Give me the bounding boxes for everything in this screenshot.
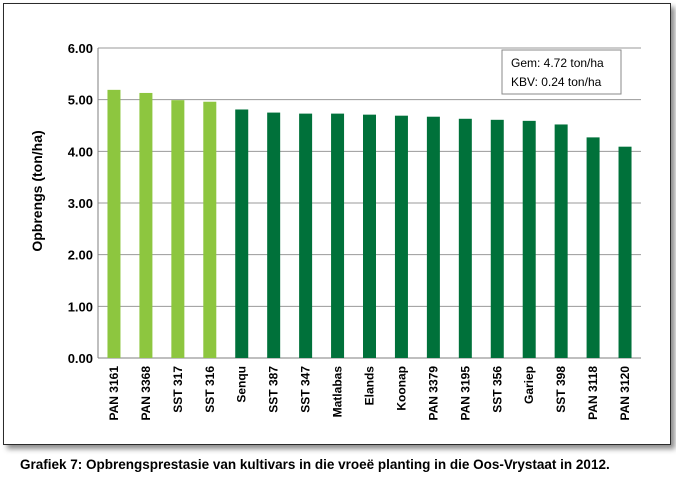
bar <box>171 100 185 358</box>
x-tick-label: SST 356 <box>490 366 504 413</box>
x-tick-label: PAN 3195 <box>458 366 472 421</box>
stats-mean: Gem: 4.72 ton/ha <box>511 56 604 70</box>
bar <box>299 113 313 358</box>
stats-box: Gem: 4.72 ton/ha KBV: 0.24 ton/ha <box>501 49 622 95</box>
x-tick-label: Matlabas <box>331 366 345 418</box>
bar <box>203 101 217 358</box>
bar <box>618 146 632 358</box>
bar <box>363 114 376 359</box>
x-tick-label: PAN 3120 <box>618 366 632 421</box>
y-tick-label: 1.00 <box>68 299 93 314</box>
x-tick-label: Elands <box>363 366 377 406</box>
stats-cv: KBV: 0.24 ton/ha <box>511 75 602 89</box>
y-tick-label: 3.00 <box>68 196 93 211</box>
x-tick-label: Gariep <box>522 366 536 404</box>
x-tick-label: PAN 3161 <box>107 366 121 421</box>
bar <box>139 92 153 358</box>
bar <box>490 119 504 358</box>
x-tick-label: Senqu <box>235 366 249 403</box>
bars <box>107 89 632 359</box>
bar <box>331 113 345 358</box>
bar <box>426 116 440 358</box>
x-tick-label: SST 398 <box>554 366 568 413</box>
x-tick-label: SST 317 <box>171 366 185 413</box>
x-tick-label: SST 347 <box>299 366 313 413</box>
bar <box>267 112 281 358</box>
y-axis-label: Opbrengs (ton/ha) <box>29 130 45 251</box>
x-tick-labels: PAN 3161 PAN 3368 SST 317 SST 316 Senqu SST 3… <box>107 366 632 421</box>
y-tick-label: 4.00 <box>68 144 93 159</box>
bar <box>107 89 121 358</box>
x-tick-label: SST 387 <box>267 366 281 413</box>
bar <box>522 120 536 358</box>
y-tick-labels: 0.00 1.00 2.00 3.00 4.00 5.00 6.00 <box>68 41 93 366</box>
x-tick-label: SST 316 <box>203 366 217 413</box>
stats-box-border <box>501 49 622 95</box>
bar <box>554 124 568 358</box>
bar <box>586 137 600 358</box>
x-tick-label: Koonap <box>394 366 408 411</box>
bar <box>394 115 408 358</box>
x-tick-label: PAN 3118 <box>586 366 600 420</box>
x-tick-label: PAN 3368 <box>139 366 153 421</box>
x-tick-label: PAN 3379 <box>426 366 440 421</box>
chart-frame: 0.00 1.00 2.00 3.00 4.00 5.00 6.00 PAN 3161 PAN… <box>3 3 671 445</box>
y-tick-label: 5.00 <box>68 93 93 108</box>
y-tick-label: 0.00 <box>68 351 93 366</box>
bar <box>235 109 249 358</box>
yield-bar-chart: 0.001.002.003.004.005.006.00 PAN 3161 PAN… <box>29 41 641 421</box>
bar <box>458 118 472 359</box>
figure-caption: Grafiek 7: Opbrengsprestasie van kultiva… <box>20 457 610 472</box>
y-tick-label: 6.00 <box>68 41 93 56</box>
y-tick-label: 2.00 <box>68 248 93 263</box>
